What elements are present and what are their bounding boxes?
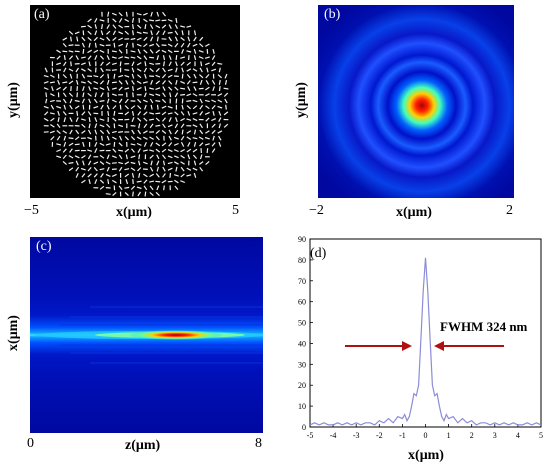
x-tick-label: -5 xyxy=(307,431,314,440)
right-arrow xyxy=(434,341,504,351)
x-tick-label: 1 xyxy=(447,431,451,440)
y-tick-label: 50 xyxy=(298,319,306,328)
focal-spot-image xyxy=(318,5,514,198)
y-tick-label: 70 xyxy=(298,277,306,286)
x-tick-label: 5 xyxy=(539,431,543,440)
x-tick-label: 0 xyxy=(424,431,428,440)
panel-d-xlabel: x(μm) xyxy=(408,448,444,463)
y-tick-label: 10 xyxy=(298,402,306,411)
panel-a-xtick-right: 5 xyxy=(232,203,239,218)
panel-b-xtick-right: 2 xyxy=(506,203,513,218)
y-tick-label: 30 xyxy=(298,360,306,369)
panel-a: (a) xyxy=(30,5,240,198)
panel-d-label: (d) xyxy=(310,246,327,261)
y-tick-label: 20 xyxy=(298,381,306,390)
panel-c-label: (c) xyxy=(36,239,52,254)
x-tick-label: -1 xyxy=(399,431,406,440)
x-tick-label: 2 xyxy=(470,431,474,440)
x-tick-label: -3 xyxy=(353,431,360,440)
panel-a-ylabel: y(μm) xyxy=(6,82,21,118)
panel-a-xtick-left: −5 xyxy=(24,203,39,218)
panel-c: (c) xyxy=(30,237,263,433)
panel-c-ylabel: x(μm) xyxy=(6,315,21,351)
panel-b-ylabel: y(μm) xyxy=(294,82,309,118)
panel-b-xlabel: x(μm) xyxy=(396,205,432,220)
panel-b-xtick-left: −2 xyxy=(309,203,324,218)
panel-c-xlabel: z(μm) xyxy=(125,438,161,453)
x-tick-label: 4 xyxy=(516,431,520,440)
panel-a-label: (a) xyxy=(34,7,50,22)
y-tick-label: 80 xyxy=(298,256,306,265)
profile-line xyxy=(309,257,542,426)
y-tick-label: 40 xyxy=(298,339,306,348)
left-arrow xyxy=(345,341,412,351)
panel-b-label: (b) xyxy=(324,7,341,22)
panel-b: (b) xyxy=(318,5,514,198)
y-tick-label: 0 xyxy=(302,423,306,432)
panel-c-xtick-right: 8 xyxy=(255,436,262,451)
panel-a-xlabel: x(μm) xyxy=(116,205,152,220)
profile-chart: 0 10 20 30 40 50 60 70 80 90 -5 -4 -3 -2 -1 0 1 2 3 4 5 (d)… xyxy=(298,235,543,463)
y-tick-label: 60 xyxy=(298,298,306,307)
fwhm-annotation: FWHM 324 nm xyxy=(440,319,528,334)
panel-c-xtick-left: 0 xyxy=(27,436,34,451)
x-tick-label: 3 xyxy=(493,431,497,440)
y-tick-label: 90 xyxy=(298,235,306,244)
x-tick-label: -2 xyxy=(376,431,383,440)
propagation-image xyxy=(30,237,263,433)
x-tick-label: -4 xyxy=(330,431,337,440)
metasurface-image xyxy=(30,5,240,198)
